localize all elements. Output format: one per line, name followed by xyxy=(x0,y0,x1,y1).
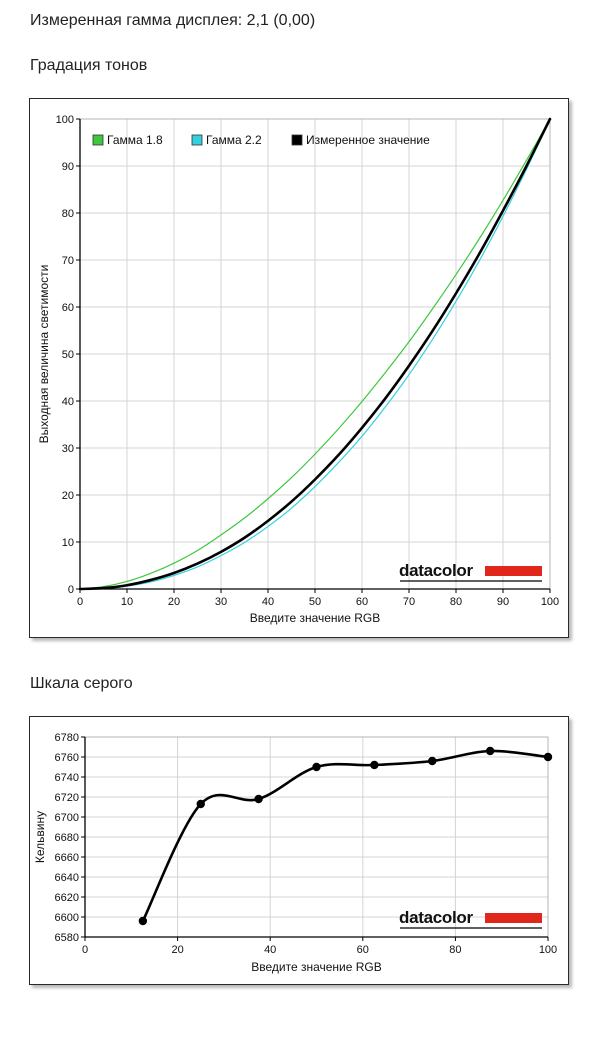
gray-x-axis-label: Введите значение RGB xyxy=(251,960,382,974)
gray-x-tick-label: 40 xyxy=(264,944,276,956)
tone-y-axis-label: Выходная величина светимости xyxy=(37,265,51,444)
tone-x-tick-label: 80 xyxy=(450,596,462,608)
gray-y-tick-label: 6620 xyxy=(55,892,79,904)
tone-x-tick-label: 70 xyxy=(403,596,415,608)
legend-gamma-22-label: Гамма 2.2 xyxy=(206,133,262,147)
gray-y-tick-label: 6660 xyxy=(55,852,79,864)
tone-y-tick-label: 60 xyxy=(62,302,74,314)
gray-x-tick-label: 60 xyxy=(357,944,369,956)
legend-measured: Измеренное значение xyxy=(291,133,430,147)
measured-gamma-text: Измеренная гамма дисплея: 2,1 (0,00) xyxy=(30,12,316,29)
grayscale-chart: 0 20 40 60 80 100 6580 6600 6620 6640 6660 6680 6700… xyxy=(33,732,557,974)
tone-y-tick-label: 30 xyxy=(62,443,74,455)
gray-y-tick-label: 6640 xyxy=(55,872,79,884)
tone-x-tick-label: 50 xyxy=(309,596,321,608)
tone-x-tick-label: 90 xyxy=(497,596,509,608)
tone-y-tick-label: 80 xyxy=(62,208,74,220)
gray-x-tick-label: 100 xyxy=(539,944,557,956)
tone-y-tick-label: 40 xyxy=(62,396,74,408)
kelvin-point xyxy=(485,746,495,756)
gray-y-tick-label: 6700 xyxy=(55,812,79,824)
tone-y-tick-label: 50 xyxy=(62,349,74,361)
kelvin-point xyxy=(370,760,379,770)
tone-y-tick-label: 20 xyxy=(62,490,74,502)
gray-y-tick-label: 6760 xyxy=(55,752,79,764)
tone-x-tick-label: 30 xyxy=(215,596,227,608)
legend-gamma-18-label: Гамма 1.8 xyxy=(107,133,163,147)
tone-datacolor-logo: datacolor xyxy=(399,561,542,582)
tone-x-axis-label: Введите значение RGB xyxy=(250,611,381,625)
tone-x-tick-label: 40 xyxy=(262,596,274,608)
legend-measured-label: Измеренное значение xyxy=(306,133,430,147)
gray-datacolor-logo-bar xyxy=(485,913,542,923)
gray-y-tick-label: 6580 xyxy=(55,932,79,944)
kelvin-point xyxy=(196,799,205,809)
gray-y-tick-label: 6780 xyxy=(55,732,79,744)
measured-line xyxy=(78,117,552,591)
tone-datacolor-logo-bar xyxy=(485,566,542,576)
tone-y-tick-label: 70 xyxy=(62,255,74,267)
legend-gamma-18: Гамма 1.8 xyxy=(92,133,163,147)
tone-gradation-chart-panel: 0 10 20 30 40 50 60 70 80 90 100 0 10 20 30 40 50 60 70 80 9… xyxy=(29,98,569,638)
tone-x-tick-label: 0 xyxy=(77,596,83,608)
legend-measured-swatch xyxy=(291,134,303,146)
tone-x-tick-label: 20 xyxy=(168,596,180,608)
tone-x-tick-label: 100 xyxy=(541,596,559,608)
grayscale-chart-panel: 0 20 40 60 80 100 6580 6600 6620 6640 6660 6680 6700… xyxy=(29,716,569,985)
gray-y-tick-label: 6680 xyxy=(55,832,79,844)
tone-datacolor-logo-text: datacolor xyxy=(399,561,474,580)
legend-gamma-22: Гамма 2.2 xyxy=(191,133,262,147)
gray-x-tick-label: 0 xyxy=(82,944,88,956)
kelvin-point xyxy=(312,762,321,772)
gray-y-tick-label: 6600 xyxy=(55,912,79,924)
tone-x-tick-label: 10 xyxy=(121,596,133,608)
kelvin-point xyxy=(138,916,148,926)
grayscale-title: Шкала серого xyxy=(30,675,133,692)
tone-y-tick-label: 10 xyxy=(62,537,74,549)
kelvin-line xyxy=(141,749,549,922)
gray-datacolor-logo-text: datacolor xyxy=(399,908,474,927)
gamma-22-line xyxy=(79,118,551,590)
gray-x-tick-label: 20 xyxy=(171,944,183,956)
gamma-18-line xyxy=(79,118,551,590)
gray-datacolor-logo: datacolor xyxy=(399,908,542,929)
legend-gamma-22-swatch xyxy=(191,134,203,146)
kelvin-point xyxy=(428,756,437,766)
kelvin-point xyxy=(254,794,263,804)
tone-y-tick-label: 0 xyxy=(68,584,74,596)
legend-gamma-18-swatch xyxy=(92,134,104,146)
tone-y-tick-label: 90 xyxy=(62,161,74,173)
tone-gradation-chart: 0 10 20 30 40 50 60 70 80 90 100 0 10 20 30 40 50 60 70 80 9… xyxy=(37,114,559,625)
tone-x-tick-label: 60 xyxy=(356,596,368,608)
tone-gridlines xyxy=(80,118,551,589)
gray-y-tick-label: 6720 xyxy=(55,792,79,804)
gray-y-axis-label: Кельвину xyxy=(33,811,47,863)
gray-y-tick-label: 6740 xyxy=(55,772,79,784)
tone-y-tick-label: 100 xyxy=(56,114,74,126)
tone-gradation-title: Градация тонов xyxy=(30,57,148,74)
kelvin-point xyxy=(543,752,553,762)
gray-x-tick-label: 80 xyxy=(449,944,461,956)
